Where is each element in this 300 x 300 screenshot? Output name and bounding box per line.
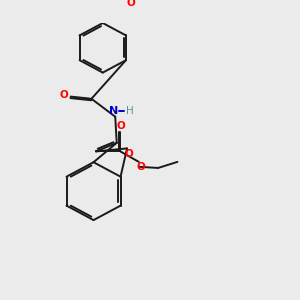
Text: O: O <box>126 0 135 8</box>
Text: O: O <box>124 149 133 160</box>
Text: N: N <box>109 106 119 116</box>
Text: H: H <box>126 106 134 116</box>
Text: O: O <box>60 90 68 100</box>
Text: O: O <box>116 121 125 130</box>
Text: O: O <box>136 162 145 172</box>
